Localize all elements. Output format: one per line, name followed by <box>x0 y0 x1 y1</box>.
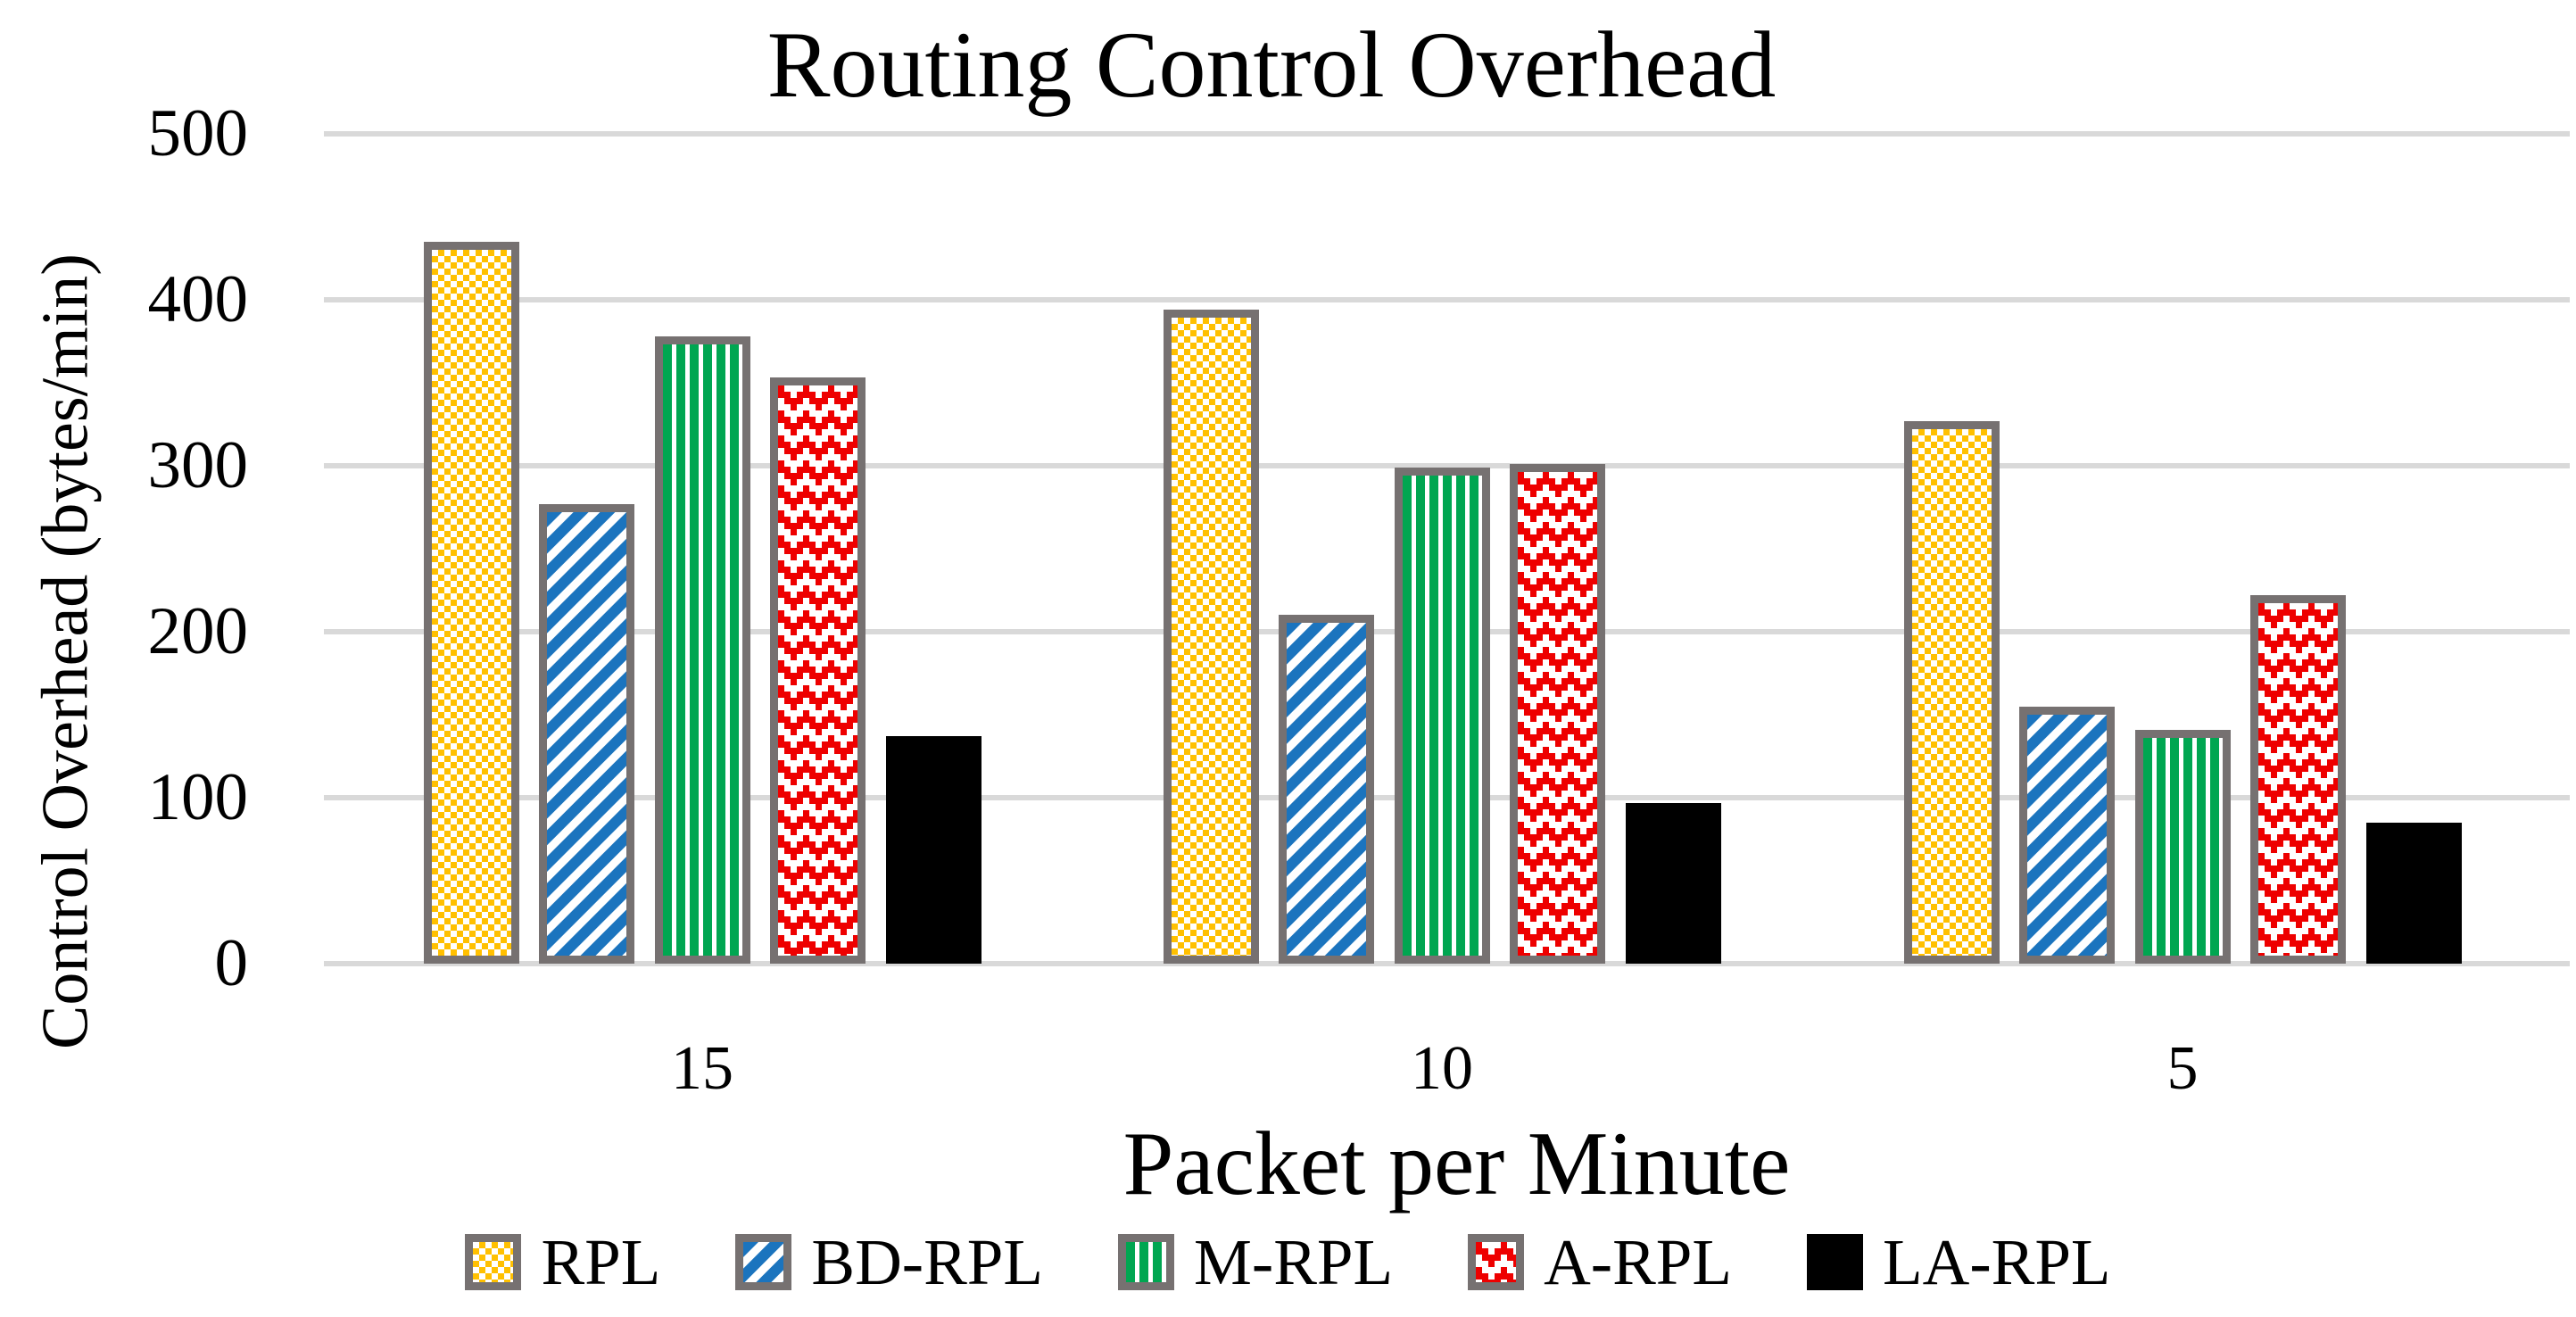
bar-la-rpl-15 <box>886 736 982 964</box>
legend: RPL BD-RPL M-RPL A-RPL LA-RPL <box>0 1230 2576 1295</box>
x-tick-label: 10 <box>1411 1034 1473 1103</box>
gridline <box>324 131 2570 137</box>
bar-a-rpl-10 <box>1510 464 1605 964</box>
y-tick-label: 500 <box>147 96 249 170</box>
y-tick-label: 0 <box>214 926 249 1000</box>
legend-item-m-rpl: M-RPL <box>1117 1226 1394 1298</box>
legend-label: M-RPL <box>1193 1226 1394 1298</box>
legend-swatch-solid-black <box>1807 1234 1864 1290</box>
bar-a-rpl-15 <box>770 377 866 964</box>
legend-swatch-yellow-white-checker <box>465 1234 522 1290</box>
legend-label: RPL <box>541 1226 661 1298</box>
legend-swatch-green-vertical-stripes <box>1117 1234 1174 1290</box>
legend-label: BD-RPL <box>811 1226 1043 1298</box>
bar-la-rpl-10 <box>1626 803 1721 964</box>
legend-label: A-RPL <box>1544 1226 1733 1298</box>
bar-rpl-5 <box>1904 421 2000 964</box>
legend-item-bd-rpl: BD-RPL <box>735 1230 1043 1295</box>
y-tick-label: 100 <box>147 760 249 834</box>
bar-rpl-10 <box>1164 310 1259 964</box>
gridline <box>324 463 2570 468</box>
bar-m-rpl-5 <box>2135 730 2231 964</box>
gridline <box>324 297 2570 302</box>
chart-title: Routing Control Overhead <box>766 12 1777 117</box>
bar-la-rpl-5 <box>2366 823 2462 964</box>
legend-item-la-rpl: LA-RPL <box>1807 1230 2111 1295</box>
y-tick-label: 300 <box>147 428 249 502</box>
bar-bd-rpl-5 <box>2019 707 2115 964</box>
bar-m-rpl-10 <box>1395 468 1490 964</box>
legend-label: LA-RPL <box>1883 1226 2111 1298</box>
legend-swatch-red-zigzag-herringbone <box>1468 1234 1525 1290</box>
y-tick-label: 200 <box>147 594 249 668</box>
bar-a-rpl-5 <box>2250 595 2346 964</box>
legend-item-rpl: RPL <box>465 1230 660 1295</box>
bar-bd-rpl-15 <box>539 504 634 964</box>
gridline <box>324 961 2570 966</box>
x-tick-label: 5 <box>2166 1034 2199 1103</box>
bar-m-rpl-15 <box>655 336 750 964</box>
legend-swatch-blue-diagonal-stripes-up <box>735 1234 792 1290</box>
bar-bd-rpl-10 <box>1279 615 1374 964</box>
legend-item-a-rpl: A-RPL <box>1468 1230 1732 1295</box>
x-tick-label: 15 <box>671 1034 733 1103</box>
bar-rpl-15 <box>424 242 519 964</box>
y-tick-label: 400 <box>147 262 249 336</box>
x-axis-title: Packet per Minute <box>1122 1114 1791 1214</box>
